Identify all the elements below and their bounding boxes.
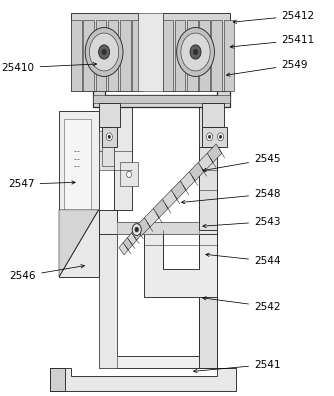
Text: 2541: 2541 <box>194 360 281 373</box>
Bar <box>223 21 234 91</box>
Polygon shape <box>93 88 230 107</box>
Polygon shape <box>123 238 132 250</box>
Bar <box>199 230 217 367</box>
Circle shape <box>219 135 222 139</box>
Text: 2544: 2544 <box>206 253 281 266</box>
Circle shape <box>181 33 210 71</box>
Bar <box>205 127 220 147</box>
Polygon shape <box>202 127 227 147</box>
Bar <box>71 21 82 91</box>
Circle shape <box>108 135 111 139</box>
Bar <box>120 21 131 91</box>
Bar <box>99 131 114 150</box>
Circle shape <box>102 49 106 55</box>
Text: 2547: 2547 <box>8 179 75 189</box>
Bar <box>175 21 185 91</box>
Bar <box>99 150 114 170</box>
Circle shape <box>90 33 119 71</box>
Polygon shape <box>189 162 204 181</box>
Polygon shape <box>135 218 150 236</box>
Circle shape <box>217 133 223 141</box>
Polygon shape <box>207 144 222 162</box>
Bar <box>132 21 143 91</box>
Polygon shape <box>144 208 159 227</box>
Circle shape <box>132 224 141 236</box>
Bar <box>199 103 217 210</box>
Circle shape <box>99 45 110 59</box>
Polygon shape <box>50 367 236 391</box>
Text: 2543: 2543 <box>203 217 281 228</box>
Polygon shape <box>144 230 217 297</box>
Text: 2545: 2545 <box>203 154 281 171</box>
Circle shape <box>85 28 123 76</box>
Bar <box>211 21 222 91</box>
Polygon shape <box>171 181 186 199</box>
Bar <box>102 127 117 147</box>
Bar <box>50 367 65 391</box>
Text: 25411: 25411 <box>230 35 315 48</box>
Polygon shape <box>99 210 217 234</box>
Polygon shape <box>59 210 99 277</box>
Bar <box>163 21 173 91</box>
Bar <box>114 103 132 210</box>
Bar <box>102 147 114 166</box>
Bar <box>99 230 117 367</box>
Circle shape <box>193 49 198 55</box>
Text: 25410: 25410 <box>2 63 97 73</box>
Text: 2548: 2548 <box>181 189 281 204</box>
Text: 2549: 2549 <box>226 60 308 76</box>
Bar <box>84 21 94 91</box>
Polygon shape <box>163 13 230 91</box>
Polygon shape <box>202 103 223 127</box>
Circle shape <box>127 171 132 177</box>
Text: 2542: 2542 <box>203 297 281 312</box>
Bar <box>93 95 230 103</box>
Bar <box>59 111 99 230</box>
Polygon shape <box>198 153 213 172</box>
Polygon shape <box>180 171 195 190</box>
Bar <box>199 147 217 230</box>
Polygon shape <box>132 228 141 240</box>
Text: 25412: 25412 <box>233 11 315 23</box>
Circle shape <box>208 135 211 139</box>
Polygon shape <box>119 243 128 255</box>
Bar <box>120 162 138 186</box>
Bar <box>117 222 199 234</box>
Polygon shape <box>127 233 137 245</box>
Circle shape <box>206 133 213 141</box>
Circle shape <box>106 133 112 141</box>
Text: 2546: 2546 <box>10 265 85 281</box>
Polygon shape <box>99 230 217 367</box>
Bar <box>108 21 119 91</box>
Bar <box>199 21 210 91</box>
Circle shape <box>190 45 201 59</box>
Polygon shape <box>162 190 177 209</box>
Bar <box>96 21 106 91</box>
Polygon shape <box>99 103 120 127</box>
Polygon shape <box>71 13 138 91</box>
Polygon shape <box>153 199 168 218</box>
Bar <box>138 13 163 91</box>
Bar <box>63 119 91 222</box>
Polygon shape <box>59 210 99 277</box>
Circle shape <box>177 28 214 76</box>
Circle shape <box>135 227 139 232</box>
Bar <box>187 21 198 91</box>
